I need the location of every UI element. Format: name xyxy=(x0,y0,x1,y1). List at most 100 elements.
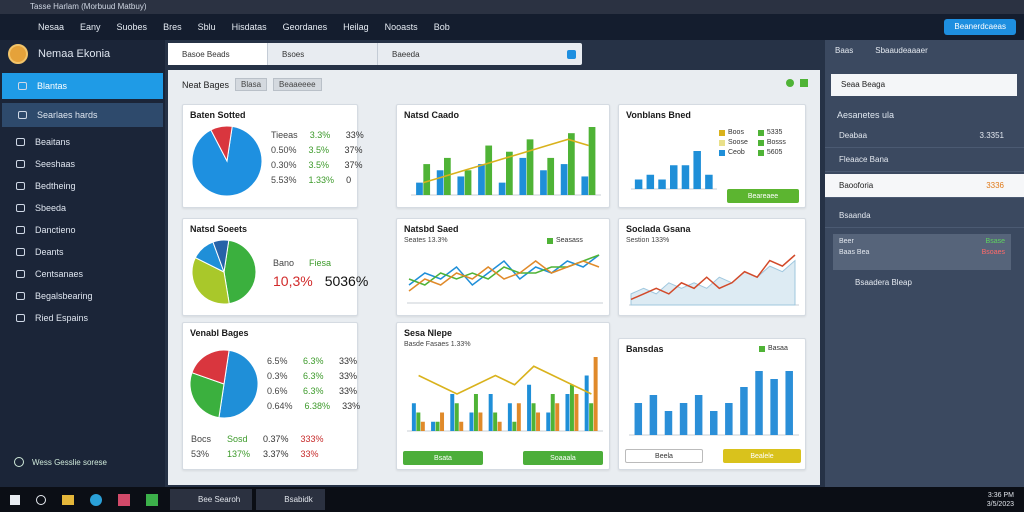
right-tab[interactable]: Sbaaudeaaaer xyxy=(875,46,928,55)
menu-item[interactable]: Geordanes xyxy=(282,22,328,32)
nav-icon xyxy=(18,82,27,90)
start-button[interactable] xyxy=(10,494,20,505)
user-name: Nemaa Ekonia xyxy=(38,48,111,60)
stat: 3.5% xyxy=(308,144,330,155)
nav-item[interactable]: Beaitans xyxy=(0,131,165,153)
chart xyxy=(407,357,603,432)
bar xyxy=(725,403,733,435)
nav-item[interactable]: Sbeeda xyxy=(0,197,165,219)
search-field[interactable]: Bsoes xyxy=(268,43,378,65)
bar xyxy=(493,412,498,431)
right-row[interactable]: Bsaanda xyxy=(825,204,1024,228)
right-row[interactable]: Deabaa 3.3351 xyxy=(825,124,1024,148)
bar xyxy=(694,395,703,435)
stat-row: 0.64% 6.38% 33% xyxy=(267,398,366,413)
button[interactable]: Beela xyxy=(625,449,703,463)
menu-item[interactable]: Nesaa xyxy=(38,22,65,32)
stat: 3.3% xyxy=(309,129,331,140)
nav-item[interactable]: Blantas xyxy=(2,73,163,99)
legend-item: 5335 xyxy=(757,129,786,136)
button[interactable]: Bealele xyxy=(723,449,801,463)
menu-item[interactable]: Suobes xyxy=(116,22,148,32)
legend-swatch xyxy=(759,345,765,352)
card-title: Natsd Caado xyxy=(404,110,460,120)
card: Natsd Soeets Bano Fiesa 10,3% 5036% xyxy=(182,218,368,316)
legend-swatch xyxy=(757,129,764,136)
bar xyxy=(478,412,483,431)
legend-item: Boos xyxy=(719,129,748,136)
stat: 0.3% xyxy=(267,370,288,381)
sidebar-footer[interactable]: Wess Gesslie sorese xyxy=(14,457,107,467)
bar xyxy=(710,411,718,435)
button[interactable]: Beareaee xyxy=(727,189,799,203)
menu-item[interactable]: Heilag xyxy=(343,22,369,32)
footer-text: Wess Gesslie sorese xyxy=(32,457,107,467)
button[interactable]: Bsata xyxy=(403,451,483,465)
stat-row: 0.6% 6.3% 33% xyxy=(267,383,366,398)
right-footer[interactable]: Bsaadera Bleap xyxy=(855,278,912,287)
menu-item[interactable]: Eany xyxy=(80,22,101,32)
stat: 33% xyxy=(339,355,358,366)
nav-item[interactable]: Begalsbearing xyxy=(0,285,165,307)
nav-item[interactable]: Danctieno xyxy=(0,219,165,241)
menu-item[interactable]: Bres xyxy=(163,22,182,32)
stat: 0.6% xyxy=(267,385,288,396)
nav-item[interactable]: Centsanaes xyxy=(0,263,165,285)
task-apps: Bee Searoh Bsabidk xyxy=(166,489,325,510)
stat: 3.5% xyxy=(308,159,330,170)
search-field[interactable]: Baeeda xyxy=(378,43,582,65)
menu-item[interactable]: Hisdatas xyxy=(231,22,267,32)
stat-rows: 6.5% 6.3% 33% 0.3% 6.3% 33% 0.6% 6.3% 33% 0.64% 6.… xyxy=(267,353,366,413)
nav-icon xyxy=(18,111,27,119)
stat: 3.37% xyxy=(263,448,289,459)
search-icon[interactable] xyxy=(36,494,46,505)
bar xyxy=(568,133,575,195)
app-icon[interactable] xyxy=(90,493,102,506)
nav-item[interactable]: Seeshaas xyxy=(0,153,165,175)
stat: 33% xyxy=(342,400,361,411)
bar xyxy=(664,411,673,435)
app-icon[interactable] xyxy=(62,494,74,505)
right-row[interactable]: Fleaace Bana xyxy=(825,148,1024,172)
stat: Tieeas xyxy=(271,129,298,140)
app-icon[interactable] xyxy=(146,493,158,506)
nav-item[interactable]: Bedtheing xyxy=(0,175,165,197)
bar xyxy=(531,403,536,431)
card: Vonblans Bned Boos 5335 Soose Bosss Ceob 5605 B… xyxy=(618,104,806,208)
tab[interactable]: Blasa xyxy=(235,78,268,91)
stat: Bano xyxy=(273,257,295,268)
nav-item[interactable]: Searlaes hards xyxy=(2,103,163,127)
nav-label: Ried Espains xyxy=(35,313,89,323)
menu-item[interactable]: Nooasts xyxy=(384,22,418,32)
nav-item[interactable]: Ried Espains xyxy=(0,307,165,329)
line xyxy=(408,254,600,286)
user[interactable]: Nemaa Ekonia xyxy=(8,44,110,64)
tab[interactable]: Beaaeeee xyxy=(273,78,322,91)
nav-item[interactable]: Deants xyxy=(0,241,165,263)
search-text: Basoe Beads xyxy=(182,49,230,59)
right-tabs: Baas Sbaaudeaaaer xyxy=(835,46,928,55)
nav-icon xyxy=(16,204,25,212)
sidebar: Nemaa Ekonia Blantas Searlaes hards Beaita… xyxy=(0,40,165,487)
card-title: Sesa Nlepe xyxy=(404,328,453,338)
bar xyxy=(634,179,643,189)
content-header: Neat Bages Blasa Beaaeeee xyxy=(182,78,322,91)
nav-icon xyxy=(16,182,25,190)
alert-card[interactable]: Beer Bsase Baas Bea Bsoaes xyxy=(833,234,1011,270)
menu-item[interactable]: Sblu xyxy=(197,22,216,32)
task-app[interactable]: Bee Searoh xyxy=(170,489,253,510)
trend-line xyxy=(418,365,592,395)
legend-item: Basaa xyxy=(759,345,788,352)
app-icon[interactable] xyxy=(118,493,130,506)
bar xyxy=(440,412,445,431)
search-field[interactable]: Basoe Beads xyxy=(168,43,268,65)
legend-item: Seasass xyxy=(547,237,583,244)
menu-item[interactable]: Bob xyxy=(433,22,450,32)
button[interactable]: Soaaala xyxy=(523,451,603,465)
menu-button[interactable]: Beanerdcaeas xyxy=(944,19,1016,35)
right-row[interactable]: Baooforia 3336 xyxy=(825,174,1024,198)
right-search[interactable]: Seaa Beaga xyxy=(831,74,1017,96)
line xyxy=(408,260,600,292)
task-app[interactable]: Bsabidk xyxy=(256,489,325,510)
right-tab[interactable]: Baas xyxy=(835,46,854,55)
